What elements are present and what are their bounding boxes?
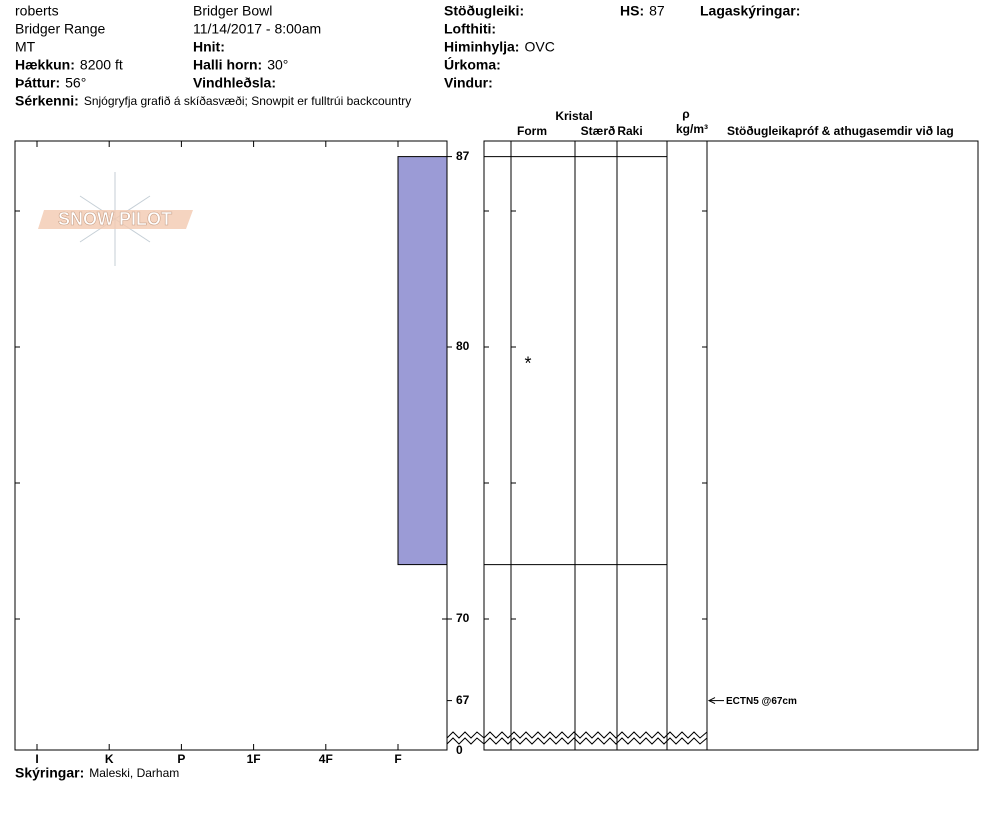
field-label: Vindhleðsla: <box>193 75 276 91</box>
field-value: MT <box>15 39 36 55</box>
axis-break <box>446 731 708 739</box>
depth-label: 80 <box>456 339 470 353</box>
hardness-label: 4F <box>319 752 333 766</box>
field-value: roberts <box>15 3 59 19</box>
layer-form: * <box>524 353 531 373</box>
field-label: Lofthiti: <box>444 21 496 37</box>
ground-label: 0 <box>456 743 463 757</box>
col-head: Kristal <box>555 109 592 123</box>
field-label: Vindur: <box>444 75 493 91</box>
hardness-label: P <box>177 752 185 766</box>
column-lines <box>510 141 708 750</box>
depth-label: 70 <box>456 611 470 625</box>
depth-label: 87 <box>456 149 470 163</box>
col-head: Form <box>517 124 547 138</box>
logo-text: SNOW PILOT <box>58 209 172 229</box>
hardness-label: K <box>105 752 114 766</box>
field-value: 87 <box>649 3 665 19</box>
col-head: Stærð <box>581 124 616 138</box>
field-value: 30° <box>267 57 288 73</box>
field-label: Skýringar: <box>15 765 84 781</box>
test-arrowhead <box>707 697 716 705</box>
col-head: Raki <box>617 124 642 138</box>
field-value: Bridger Bowl <box>193 3 272 19</box>
field-value: 11/14/2017 - 8:00am <box>193 21 321 37</box>
depth-label: 67 <box>456 693 470 707</box>
field-label: HS: <box>620 3 644 19</box>
field-label: Hækkun: <box>15 57 75 73</box>
field-label: Þáttur: <box>15 75 60 91</box>
field-label: Hnit: <box>193 39 225 55</box>
col-head: Stöðugleikapróf & athugasemdir við lag <box>727 124 954 138</box>
field-value: Bridger Range <box>15 21 105 37</box>
test-label: ECTN5 @67cm <box>726 696 797 707</box>
axis-break <box>446 737 708 745</box>
field-value: 56° <box>65 75 86 91</box>
table-frame <box>483 140 979 751</box>
hardness-frame <box>14 140 448 751</box>
field-label: Sérkenni: <box>15 93 79 109</box>
legend-label: Lagaskýringar: <box>700 3 800 19</box>
hardness-label: 1F <box>247 752 261 766</box>
col-head: kg/m³ <box>676 122 708 136</box>
layer-bar <box>397 156 448 566</box>
hardness-label: F <box>394 752 401 766</box>
field-value: Maleski, Darham <box>89 766 179 780</box>
field-label: Úrkoma: <box>444 56 501 73</box>
field-value: OVC <box>524 39 554 55</box>
field-label: Halli horn: <box>193 57 262 73</box>
field-label: Himinhylja: <box>444 39 519 55</box>
field-value: 8200 ft <box>80 57 123 73</box>
logo-band <box>38 210 193 229</box>
hardness-label: I <box>35 752 38 766</box>
field-value: Snjógryfja grafið á skíðasvæði; Snowpit … <box>84 94 412 108</box>
col-head: ρ <box>682 107 689 121</box>
field-label: Stöðugleiki: <box>444 3 524 19</box>
